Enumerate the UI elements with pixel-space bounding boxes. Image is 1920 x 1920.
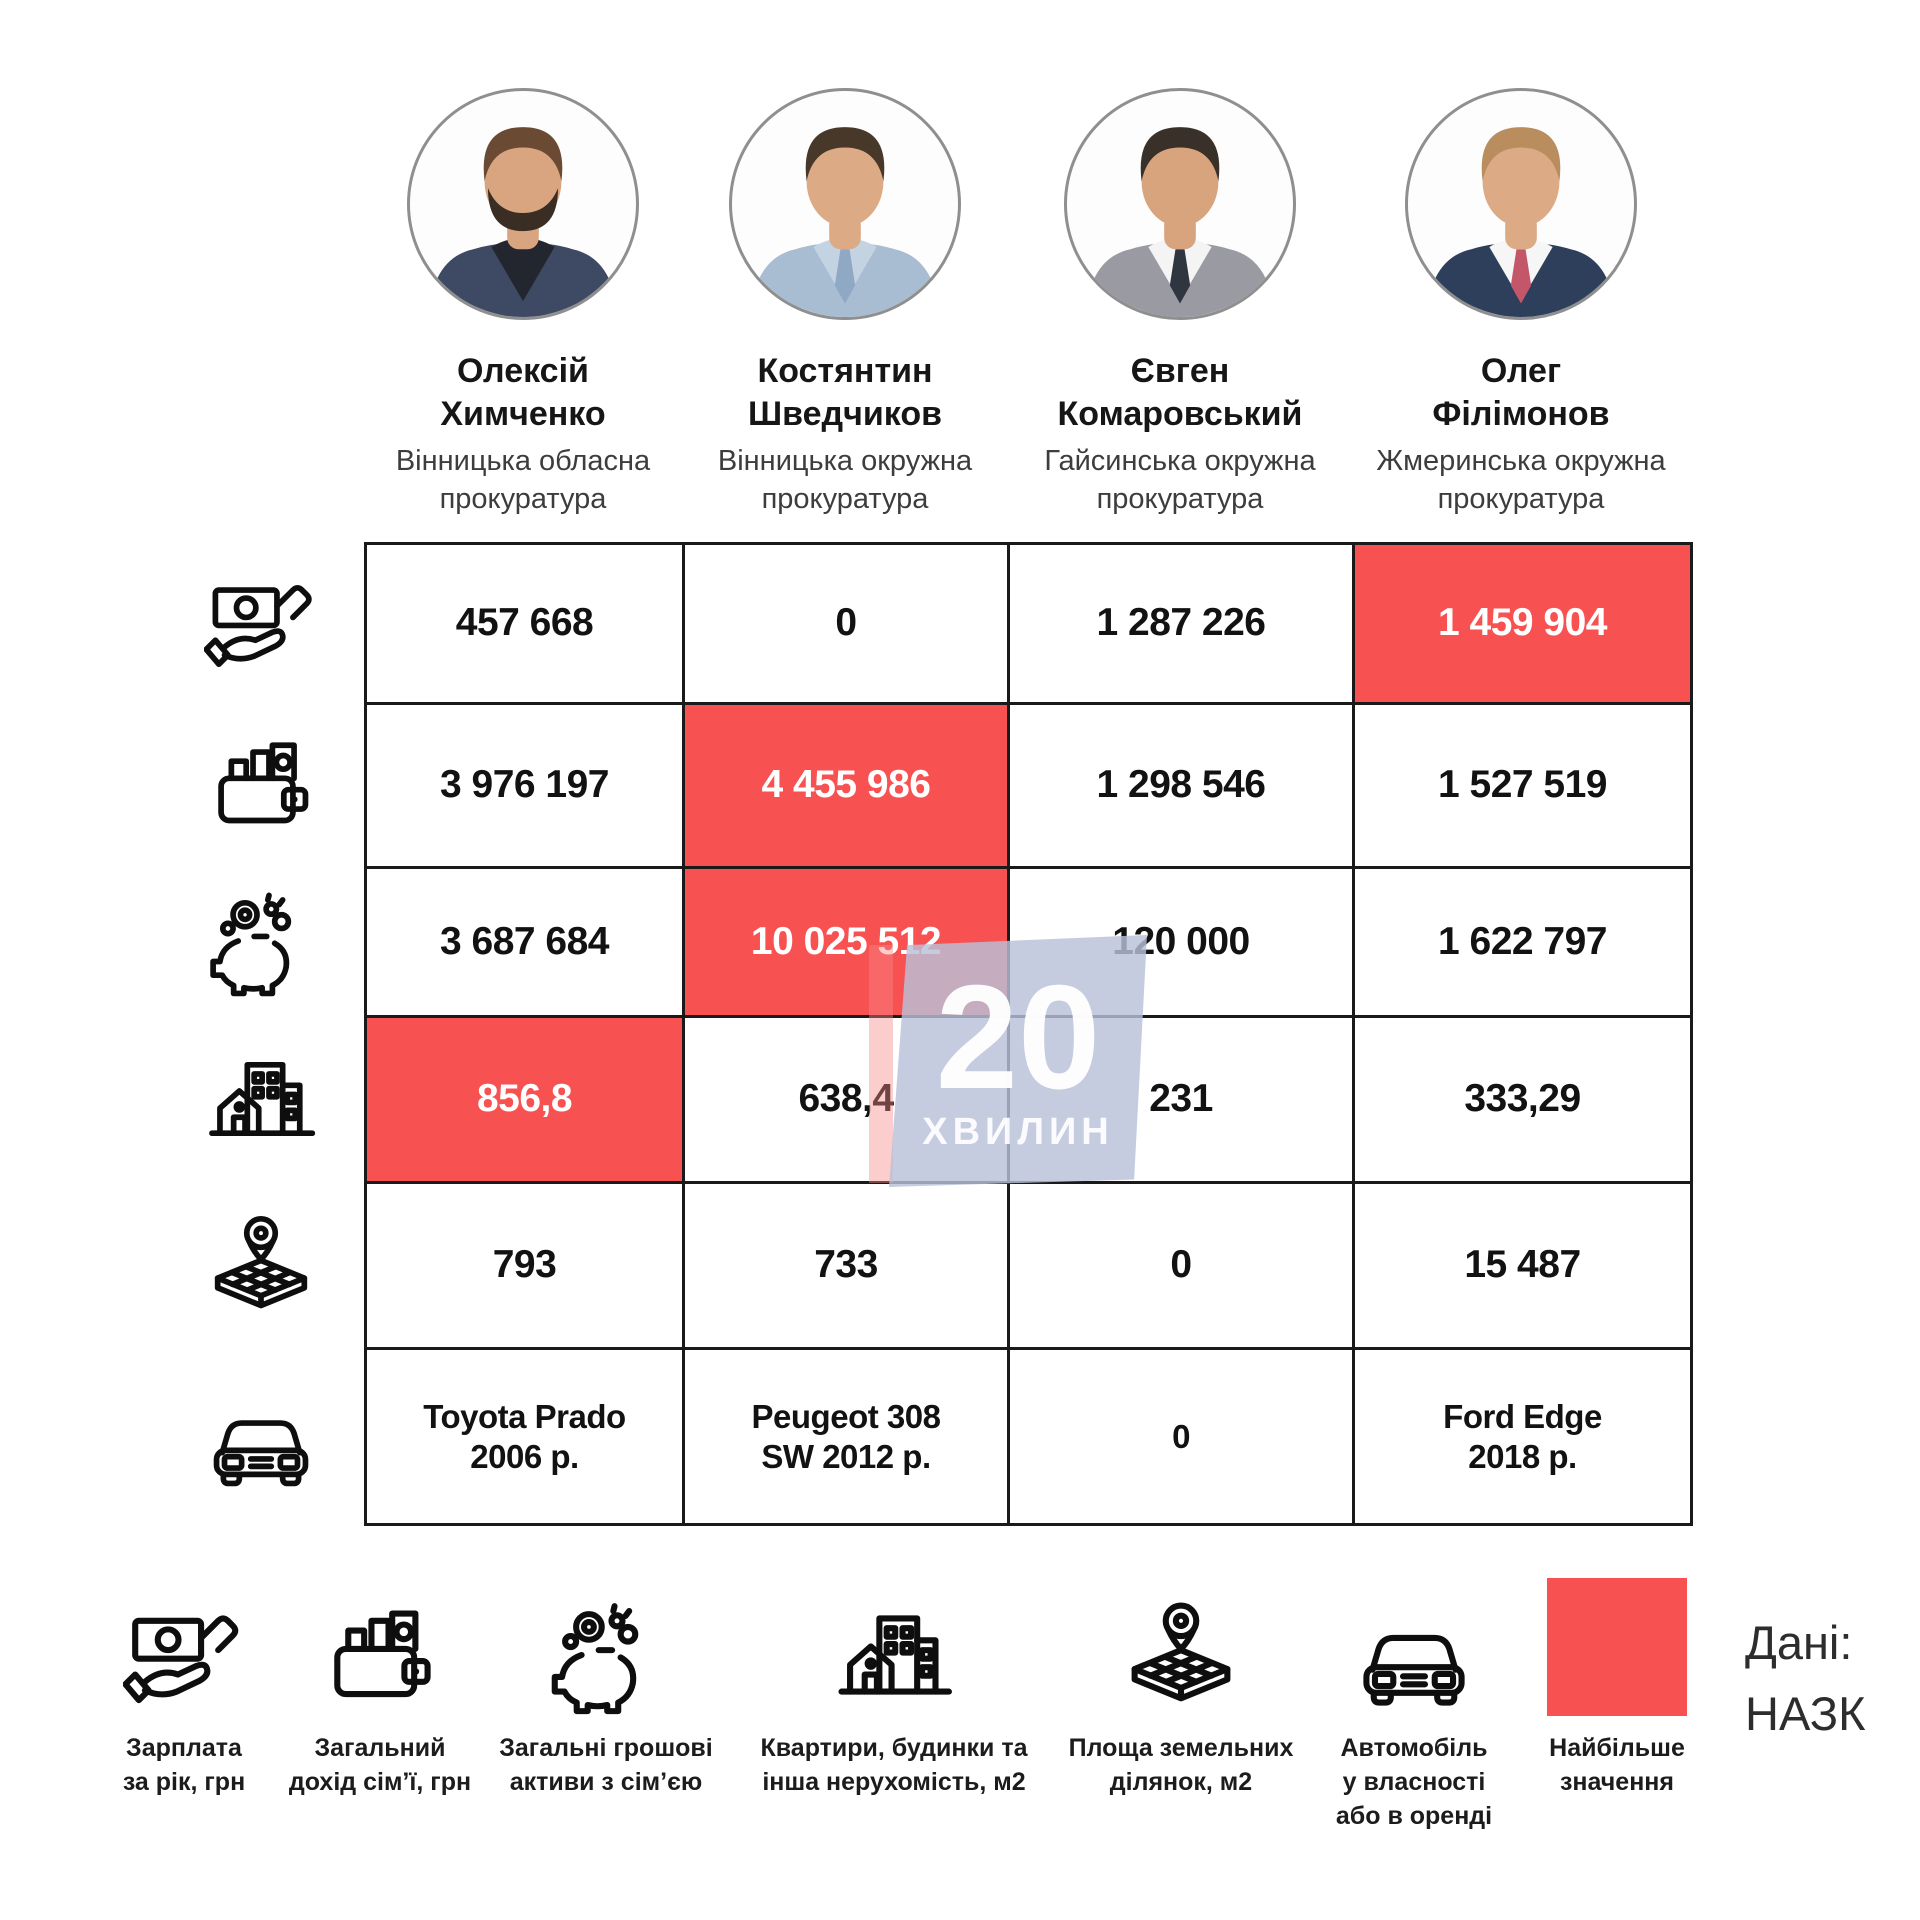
declarations-table: 457 668 0 1 287 226 1 459 904 3 976 197 …	[364, 542, 1693, 1526]
table-cell: 1 459 904	[1355, 545, 1693, 705]
person-column-4: Олег Філімонов Жмеринська окружна прокур…	[1360, 80, 1682, 518]
person-office: Гайсинська окружна прокуратура	[1044, 445, 1316, 515]
person-name: Євген Комаровський	[1057, 352, 1303, 433]
table-cell: 4 455 986	[685, 705, 1010, 869]
legend-item-salary: Зарплата за рік, грн	[64, 1578, 304, 1800]
legend-label: Зарплата за рік, грн	[122, 1734, 246, 1796]
person-column-3: Євген Комаровський Гайсинська окружна пр…	[1019, 80, 1341, 518]
person-office: Вінницька окружна прокуратура	[717, 445, 973, 515]
table-cell: 0	[1010, 1184, 1355, 1350]
table-cell: 120 000	[1010, 869, 1355, 1018]
person-name: Олексій Химченко	[440, 352, 606, 433]
car-icon	[204, 1382, 318, 1496]
legend-label: Загальний дохід сім’ї, грн	[288, 1734, 472, 1796]
person-name: Костянтин Шведчиков	[748, 352, 942, 433]
person-photo	[729, 88, 961, 320]
person-avatar	[428, 127, 618, 317]
person-name: Олег Філімонов	[1432, 352, 1610, 433]
person-photo	[1064, 88, 1296, 320]
legend-item-max-value: Найбільше значення	[1497, 1578, 1737, 1800]
table-cell: 333,29	[1355, 1018, 1693, 1184]
table-cell: 1 298 546	[1010, 705, 1355, 869]
land-plot-icon	[204, 1208, 318, 1322]
real-estate-icon	[204, 1042, 318, 1156]
table-cell: 457 668	[367, 545, 685, 705]
wallet-icon	[319, 1578, 441, 1716]
person-photo	[1405, 88, 1637, 320]
person-column-2: Костянтин Шведчиков Вінницька окружна пр…	[684, 80, 1006, 518]
table-cell: 0	[685, 545, 1010, 705]
data-source-note: Дані: НАЗК	[1745, 1616, 1866, 1740]
land-plot-icon	[1120, 1578, 1242, 1716]
legend-label: Площа земельних ділянок, м2	[1068, 1734, 1294, 1796]
legend-item-income: Загальний дохід сім’ї, грн	[260, 1578, 500, 1800]
person-column-1: Олексій Химченко Вінницька обласна проку…	[362, 80, 684, 518]
car-icon	[1353, 1578, 1475, 1716]
person-avatar	[1085, 127, 1275, 317]
salary-icon	[123, 1578, 245, 1716]
legend-label: Загальні грошові активи з сім’єю	[499, 1734, 713, 1796]
table-cell: Toyota Prado 2006 р.	[367, 1350, 685, 1526]
person-office: Жмеринська окружна прокуратура	[1376, 445, 1666, 515]
table-cell: 0	[1010, 1350, 1355, 1526]
real-estate-icon	[833, 1578, 955, 1716]
table-cell: 638,4	[685, 1018, 1010, 1184]
table-cell: 3 976 197	[367, 705, 685, 869]
legend-label: Найбільше значення	[1549, 1734, 1685, 1796]
table-cell: 793	[367, 1184, 685, 1350]
table-cell: 15 487	[1355, 1184, 1693, 1350]
table-cell: 231	[1010, 1018, 1355, 1184]
table-cell: Peugeot 308 SW 2012 р.	[685, 1350, 1010, 1526]
table-cell: 1 622 797	[1355, 869, 1693, 1018]
legend-item-assets: Загальні грошові активи з сім’єю	[486, 1578, 726, 1800]
table-cell: Ford Edge 2018 р.	[1355, 1350, 1693, 1526]
person-avatar	[750, 127, 940, 317]
table-cell: 1 527 519	[1355, 705, 1693, 869]
legend-item-land: Площа земельних ділянок, м2	[1061, 1578, 1301, 1800]
table-cell: 733	[685, 1184, 1010, 1350]
person-avatar	[1426, 127, 1616, 317]
piggy-bank-icon	[204, 884, 318, 998]
legend-item-real-estate: Квартири, будинки та інша нерухомість, м…	[754, 1578, 1034, 1800]
table-cell: 856,8	[367, 1018, 685, 1184]
piggy-bank-icon	[545, 1578, 667, 1716]
table-cell: 1 287 226	[1010, 545, 1355, 705]
table-cell: 10 025 512	[685, 869, 1010, 1018]
wallet-icon	[204, 727, 318, 841]
legend-item-car: Автомобіль у власності або в оренді	[1294, 1578, 1534, 1833]
max-value-swatch	[1547, 1578, 1687, 1716]
person-photo	[407, 88, 639, 320]
legend-label: Автомобіль у власності або в оренді	[1335, 1734, 1493, 1830]
salary-icon	[204, 565, 318, 679]
person-office: Вінницька обласна прокуратура	[395, 445, 651, 515]
legend-label: Квартири, будинки та інша нерухомість, м…	[760, 1734, 1028, 1796]
table-cell: 3 687 684	[367, 869, 685, 1018]
